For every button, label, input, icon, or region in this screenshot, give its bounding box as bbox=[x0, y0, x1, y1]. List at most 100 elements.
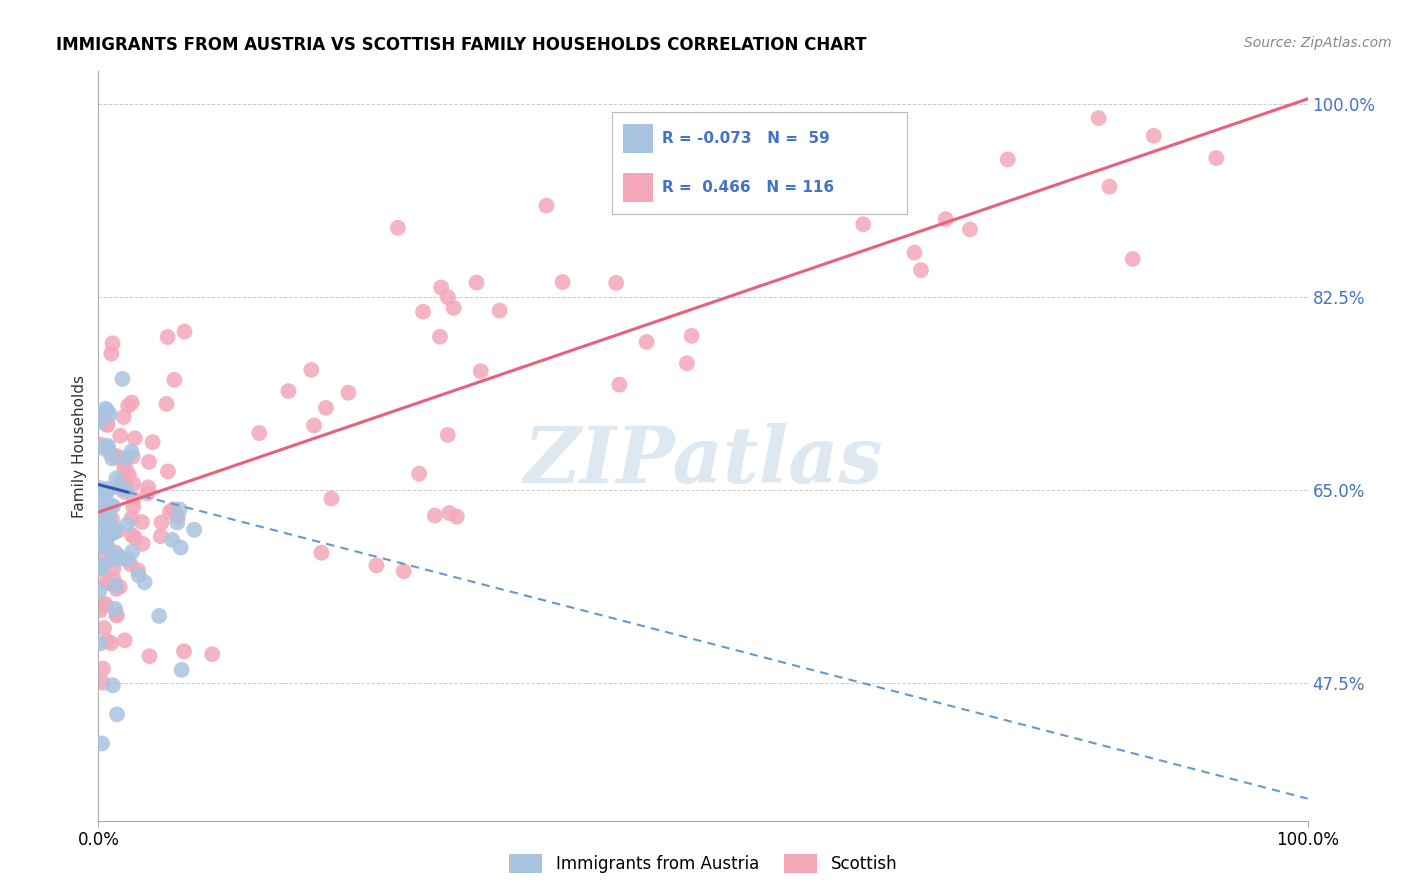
Point bbox=[94, 524, 117, 539]
Point bbox=[112, 454, 135, 468]
Point bbox=[105, 449, 128, 463]
Point bbox=[94, 558, 117, 572]
Point bbox=[94, 597, 117, 611]
Point bbox=[108, 481, 131, 495]
Point bbox=[163, 373, 186, 387]
Text: R =  0.466   N = 116: R = 0.466 N = 116 bbox=[662, 180, 834, 195]
Point bbox=[114, 453, 136, 467]
Point bbox=[134, 575, 156, 590]
Point bbox=[89, 505, 111, 519]
Point bbox=[93, 621, 115, 635]
Text: ZIPatlas: ZIPatlas bbox=[523, 423, 883, 500]
Point bbox=[114, 450, 136, 465]
Point bbox=[90, 481, 112, 495]
Point bbox=[136, 486, 159, 500]
Point bbox=[121, 545, 143, 559]
Point bbox=[110, 551, 132, 566]
Point bbox=[183, 523, 205, 537]
Point bbox=[103, 525, 125, 540]
Point bbox=[162, 502, 184, 516]
Point bbox=[96, 485, 118, 500]
Point bbox=[100, 636, 122, 650]
Point bbox=[112, 484, 135, 499]
Point bbox=[90, 441, 112, 455]
Point bbox=[959, 222, 981, 236]
Point bbox=[167, 509, 190, 524]
Point bbox=[96, 403, 118, 417]
Point bbox=[89, 584, 111, 599]
Point bbox=[98, 499, 121, 513]
Point bbox=[89, 509, 111, 524]
Point bbox=[156, 330, 179, 344]
Point bbox=[105, 607, 128, 622]
Point bbox=[98, 482, 121, 496]
Point bbox=[122, 500, 145, 514]
Point bbox=[156, 464, 179, 478]
Point bbox=[91, 662, 114, 676]
Point bbox=[91, 737, 114, 751]
Point bbox=[105, 608, 128, 623]
Point bbox=[98, 445, 121, 459]
Point bbox=[100, 552, 122, 566]
Point bbox=[103, 561, 125, 575]
Point bbox=[1087, 111, 1109, 125]
Point bbox=[166, 516, 188, 530]
Point bbox=[997, 153, 1019, 167]
Point bbox=[96, 441, 118, 455]
Point bbox=[173, 325, 195, 339]
Point bbox=[439, 506, 461, 520]
Point bbox=[94, 401, 117, 416]
Point bbox=[121, 395, 143, 409]
Point bbox=[131, 537, 153, 551]
Point bbox=[1122, 252, 1144, 266]
Point bbox=[247, 425, 270, 440]
Point bbox=[89, 558, 111, 573]
Point bbox=[105, 471, 128, 485]
Point bbox=[94, 519, 117, 533]
Point bbox=[121, 510, 143, 524]
Point bbox=[110, 429, 132, 443]
Point bbox=[112, 460, 135, 475]
Point bbox=[112, 478, 135, 492]
Point bbox=[935, 212, 957, 227]
Point bbox=[681, 329, 703, 343]
Point bbox=[160, 533, 183, 547]
Point bbox=[105, 582, 128, 596]
Point bbox=[169, 502, 191, 516]
Point bbox=[96, 417, 118, 432]
Point bbox=[98, 408, 121, 422]
Point bbox=[122, 491, 145, 506]
Y-axis label: Family Households: Family Households bbox=[72, 375, 87, 517]
Point bbox=[1098, 179, 1121, 194]
Point bbox=[93, 483, 115, 498]
Point bbox=[108, 580, 131, 594]
Point bbox=[104, 578, 127, 592]
Point bbox=[101, 499, 124, 513]
Point bbox=[100, 346, 122, 360]
Point bbox=[90, 500, 112, 514]
Point bbox=[90, 540, 112, 554]
Point bbox=[89, 603, 111, 617]
Point bbox=[607, 377, 630, 392]
Point bbox=[124, 531, 146, 545]
Point bbox=[1143, 128, 1166, 143]
Point bbox=[107, 524, 129, 538]
Point bbox=[159, 505, 181, 519]
Point bbox=[117, 399, 139, 413]
Point bbox=[437, 290, 460, 304]
Point bbox=[536, 198, 558, 212]
Point bbox=[910, 263, 932, 277]
Point bbox=[104, 602, 127, 616]
Point bbox=[101, 451, 124, 466]
Point bbox=[173, 644, 195, 658]
Point bbox=[118, 468, 141, 483]
Point bbox=[91, 675, 114, 690]
Point bbox=[94, 511, 117, 525]
Point bbox=[392, 564, 415, 578]
Point bbox=[121, 528, 143, 542]
Point bbox=[111, 372, 134, 386]
Point bbox=[115, 464, 138, 478]
Text: R = -0.073   N =  59: R = -0.073 N = 59 bbox=[662, 130, 830, 145]
Point bbox=[96, 574, 118, 589]
Point bbox=[96, 417, 118, 432]
